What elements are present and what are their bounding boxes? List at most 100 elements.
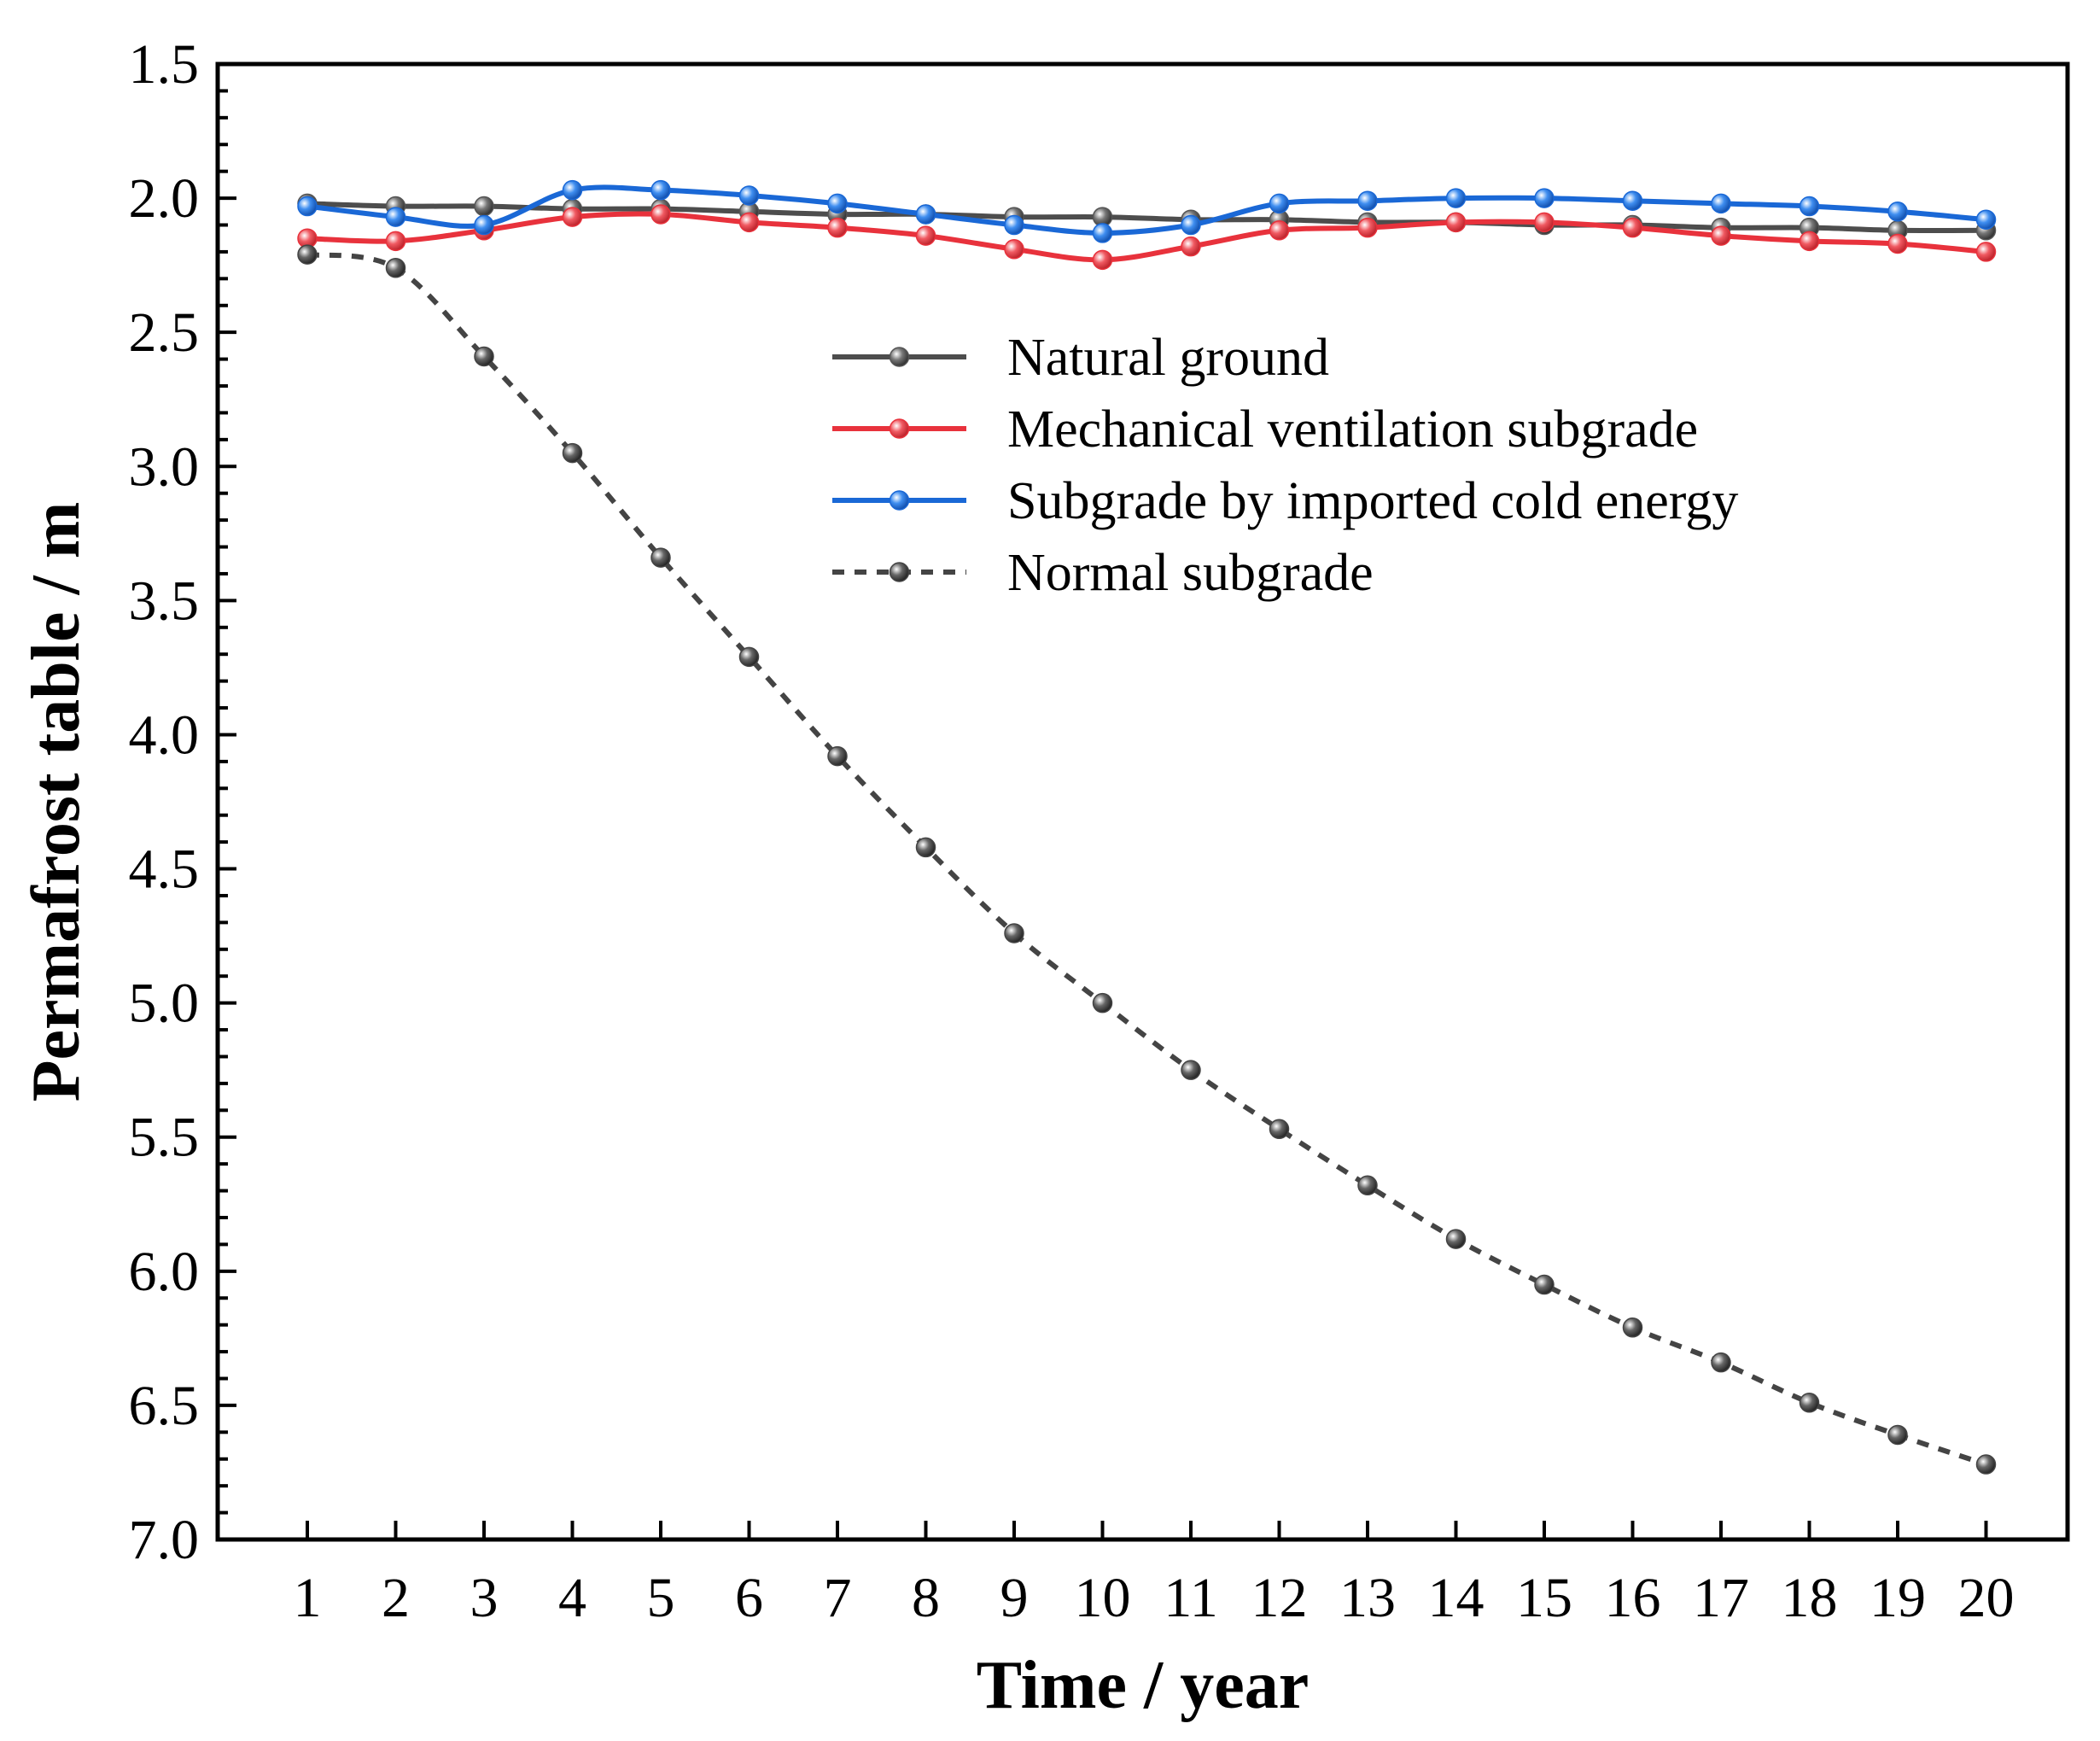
data-point xyxy=(915,225,936,246)
data-point xyxy=(827,745,848,767)
data-point xyxy=(385,207,406,227)
x-tick-label: 6 xyxy=(735,1567,763,1629)
data-point xyxy=(1711,193,1731,214)
data-point xyxy=(562,207,583,227)
legend-item: Mechanical ventilation subgrade xyxy=(832,400,1698,459)
data-point xyxy=(1004,923,1024,944)
data-point xyxy=(1534,212,1555,233)
x-tick-label: 10 xyxy=(1075,1567,1131,1629)
data-point xyxy=(385,258,406,278)
y-tick-label: 1.5 xyxy=(129,33,200,96)
data-point xyxy=(1799,196,1820,217)
data-point xyxy=(1181,1060,1201,1080)
data-point xyxy=(1799,1393,1820,1413)
data-point xyxy=(1534,1274,1555,1295)
y-tick-label: 2.5 xyxy=(129,301,200,364)
x-tick-label: 15 xyxy=(1516,1567,1572,1629)
legend-item: Subgrade by imported cold energy xyxy=(832,472,1738,530)
x-tick-label: 18 xyxy=(1782,1567,1838,1629)
y-tick-label: 7.0 xyxy=(129,1509,200,1571)
data-point xyxy=(827,193,848,214)
data-point xyxy=(1092,223,1113,243)
x-tick-label: 14 xyxy=(1428,1567,1485,1629)
data-point xyxy=(650,204,671,225)
data-point xyxy=(1357,190,1378,211)
x-tick-label: 4 xyxy=(558,1567,586,1629)
data-point xyxy=(1181,236,1201,257)
data-point xyxy=(1181,214,1201,236)
data-point xyxy=(1357,1175,1378,1196)
data-point xyxy=(1799,231,1820,252)
data-point xyxy=(1269,220,1290,241)
x-axis: 1 2 3 4 5 6 7 8 9 10 11 12 13 14 15 16 17 18 19 20 xyxy=(294,1521,2015,1629)
data-point xyxy=(650,547,671,568)
y-axis: 1.5 2.0 2.5 3.0 3.5 4.0 4.5 5.0 5.5 6.0 6.5 7.0 xyxy=(129,33,236,1571)
data-point xyxy=(1711,1352,1731,1373)
data-point xyxy=(562,442,583,464)
y-tick-label: 2.0 xyxy=(129,167,200,230)
data-point xyxy=(1711,225,1731,246)
data-point xyxy=(650,179,671,201)
x-tick-label: 11 xyxy=(1164,1567,1218,1629)
y-tick-label: 5.5 xyxy=(129,1107,200,1169)
data-point xyxy=(915,837,936,858)
x-tick-label: 8 xyxy=(912,1567,940,1629)
y-tick-label: 4.5 xyxy=(129,838,200,901)
legend-marker xyxy=(889,347,910,367)
data-point xyxy=(738,646,760,668)
data-point xyxy=(1622,190,1643,211)
legend: Natural ground Mechanical ventilation sub… xyxy=(832,329,1738,602)
data-point xyxy=(1357,217,1378,238)
data-point xyxy=(1445,188,1467,208)
data-point xyxy=(474,196,494,217)
legend-label: Subgrade by imported cold energy xyxy=(1007,472,1738,530)
data-point xyxy=(1269,1119,1290,1140)
data-point xyxy=(1445,212,1467,233)
legend-marker xyxy=(889,490,910,511)
data-point xyxy=(1622,217,1643,238)
x-tick-label: 19 xyxy=(1870,1567,1926,1629)
data-point xyxy=(385,231,406,252)
series-mechanical-ventilation-subgrade xyxy=(297,204,1997,271)
data-point xyxy=(1004,214,1024,236)
data-point xyxy=(915,204,936,225)
x-axis-title: Time / year xyxy=(977,1648,1310,1723)
x-tick-label: 16 xyxy=(1605,1567,1661,1629)
x-tick-label: 7 xyxy=(824,1567,852,1629)
x-tick-label: 9 xyxy=(1000,1567,1029,1629)
y-tick-label: 6.0 xyxy=(129,1241,200,1303)
data-point xyxy=(1092,992,1113,1014)
data-point xyxy=(1887,1424,1908,1446)
data-point xyxy=(1269,193,1290,214)
data-point xyxy=(1092,249,1113,271)
y-tick-label: 5.0 xyxy=(129,973,200,1035)
data-point xyxy=(297,196,318,217)
data-point xyxy=(562,179,583,201)
data-point xyxy=(1622,1317,1643,1338)
x-tick-label: 1 xyxy=(294,1567,322,1629)
x-tick-label: 20 xyxy=(1958,1567,2015,1629)
legend-label: Natural ground xyxy=(1007,329,1329,387)
data-point xyxy=(1534,188,1555,208)
data-point xyxy=(1445,1229,1467,1249)
plot-frame xyxy=(215,61,2070,1542)
series-layer xyxy=(297,179,1997,1475)
legend-marker xyxy=(889,562,910,582)
legend-label: Mechanical ventilation subgrade xyxy=(1007,400,1698,459)
data-point xyxy=(1975,209,1997,230)
data-point xyxy=(738,185,760,206)
series-normal-subgrade xyxy=(297,244,1997,1475)
x-tick-label: 3 xyxy=(470,1567,499,1629)
data-point xyxy=(827,217,848,238)
y-tick-label: 3.0 xyxy=(129,435,200,498)
data-point xyxy=(297,244,318,265)
series-subgrade-by-imported-cold-energy xyxy=(297,179,1997,243)
y-tick-label: 3.5 xyxy=(129,570,200,632)
y-tick-label: 4.0 xyxy=(129,704,200,766)
y-axis-title: Permafrost table / m xyxy=(19,502,94,1102)
plot-border xyxy=(215,61,2070,1542)
data-point xyxy=(1004,239,1024,260)
data-point xyxy=(1887,202,1908,222)
x-tick-label: 2 xyxy=(382,1567,410,1629)
